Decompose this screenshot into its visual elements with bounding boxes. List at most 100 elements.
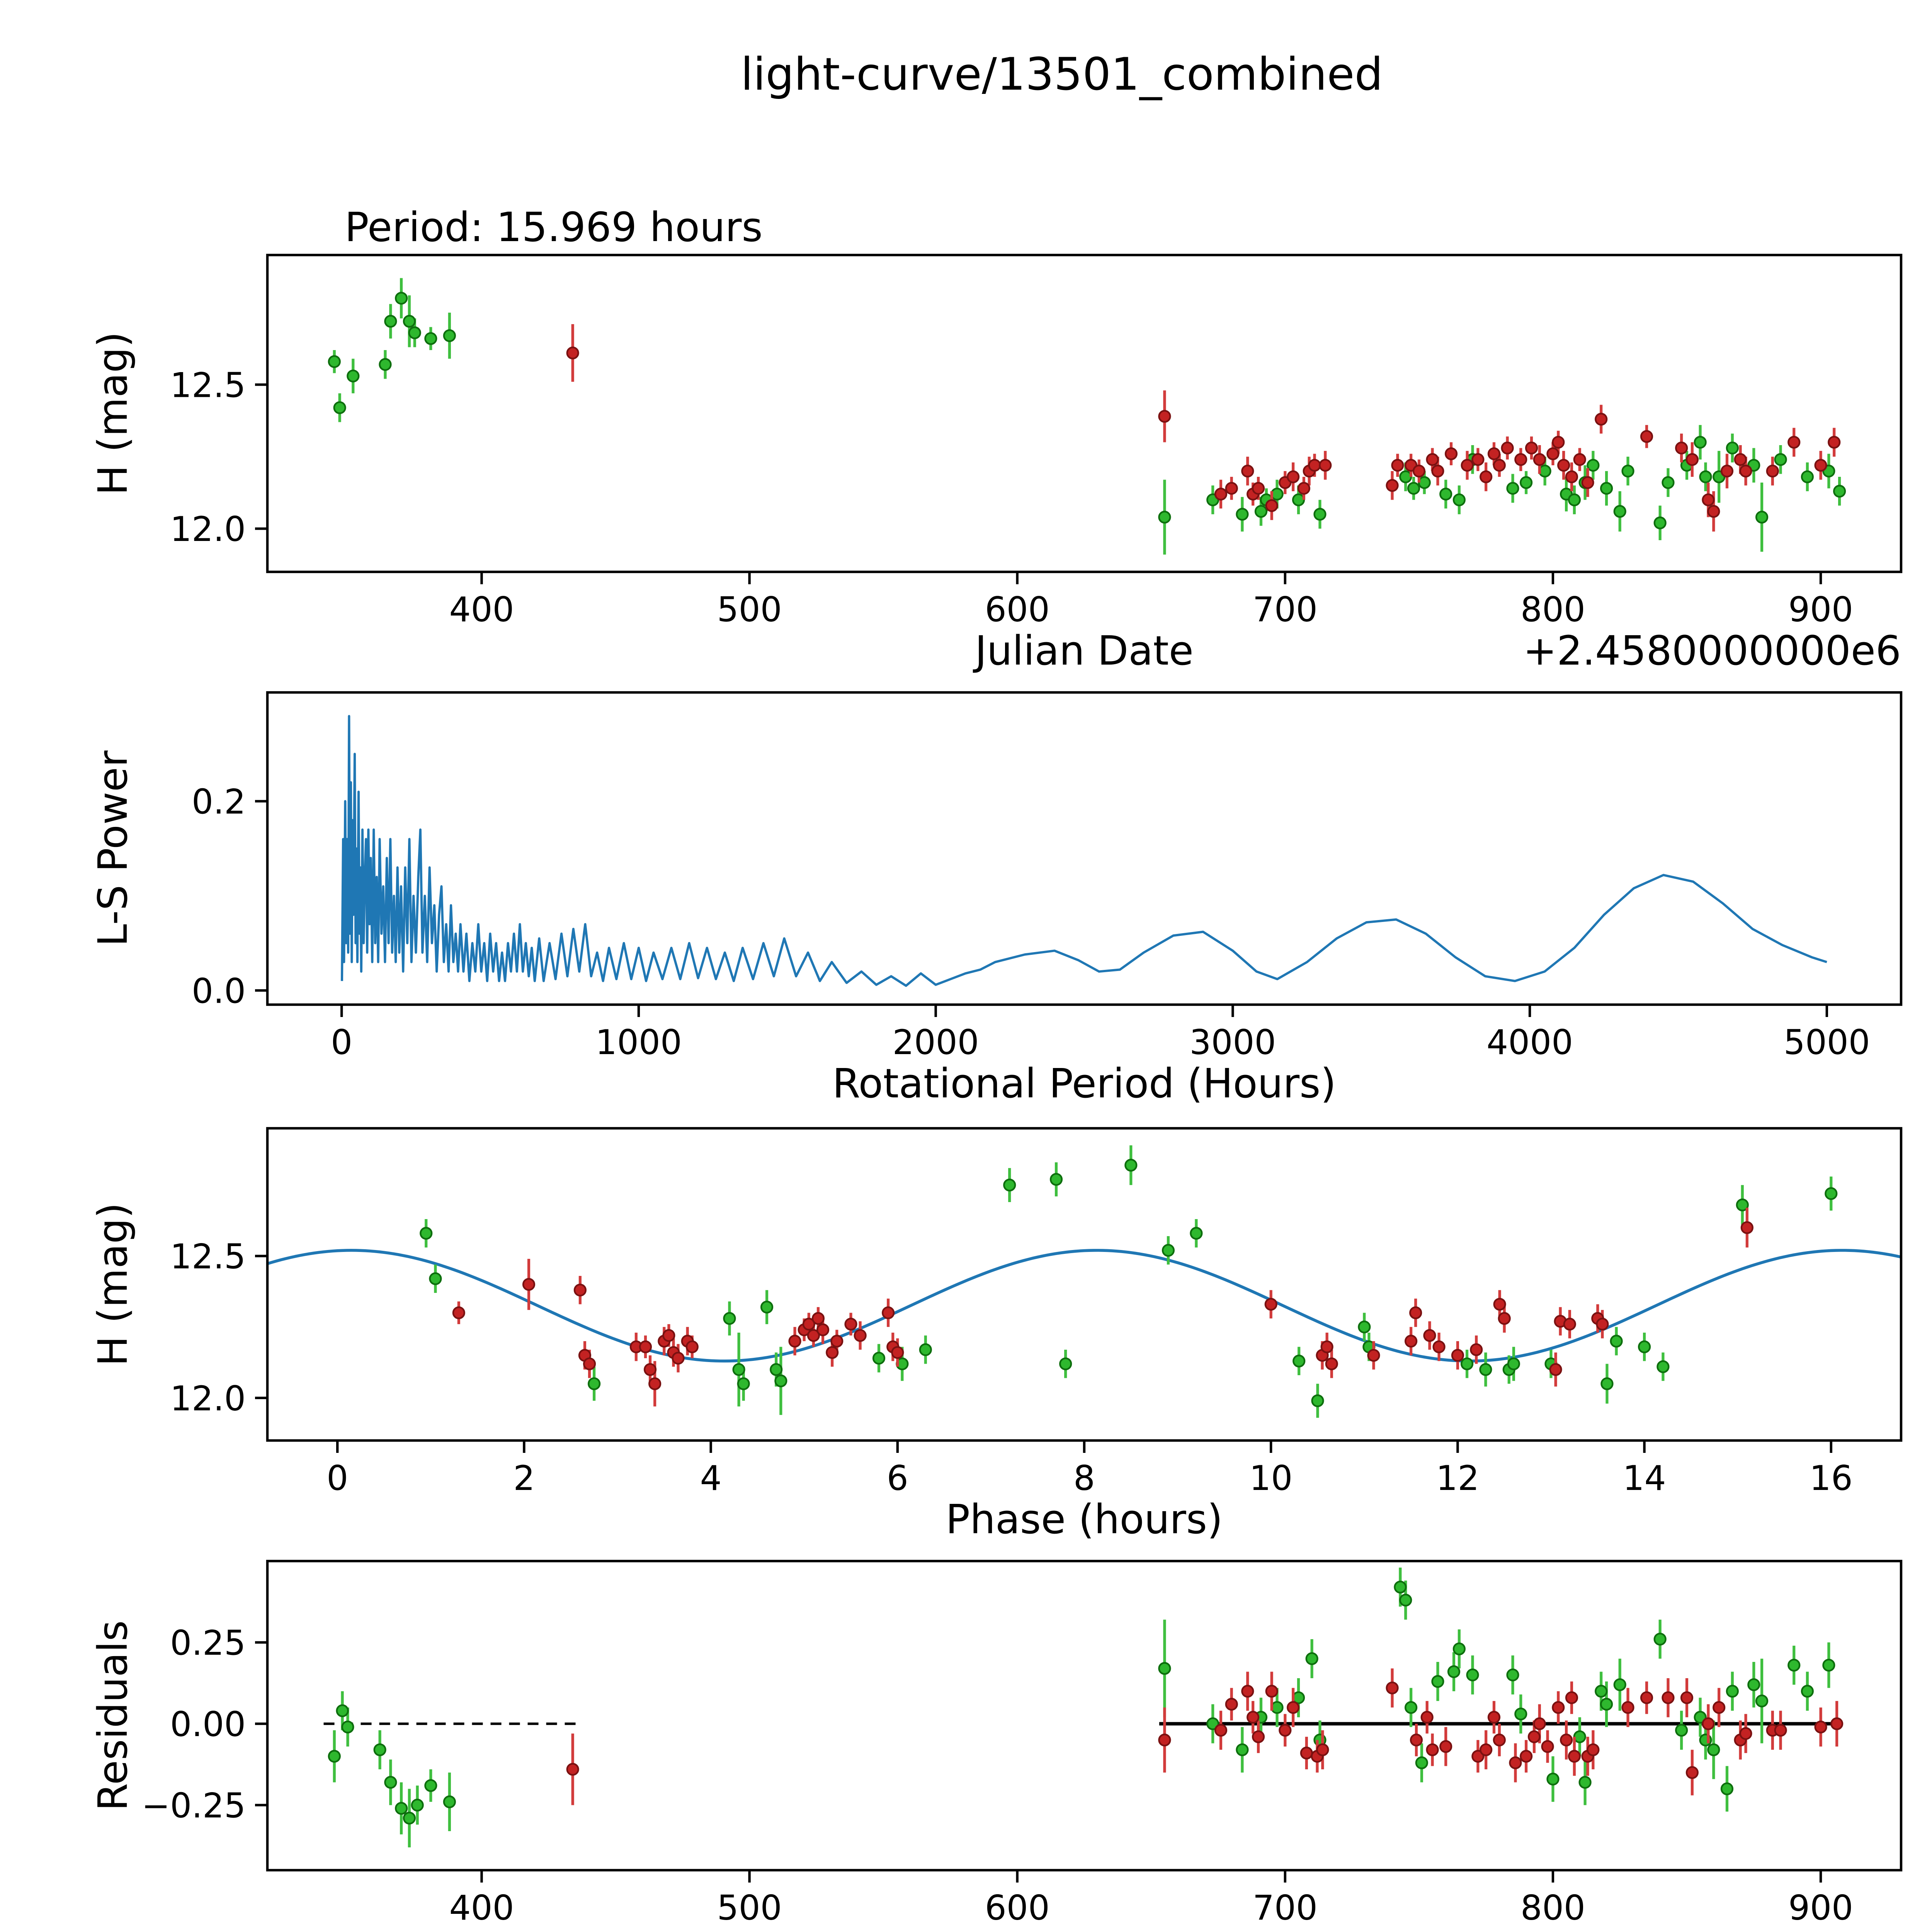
- x-tick-label: 0: [327, 1458, 348, 1498]
- data-point-green: [403, 1811, 416, 1825]
- data-point-green: [424, 1779, 437, 1792]
- data-point-red: [1386, 479, 1399, 492]
- data-point-green: [1418, 476, 1431, 489]
- data-point-red: [1225, 482, 1238, 495]
- data-point-red: [583, 1357, 596, 1371]
- data-point-green: [1573, 1730, 1586, 1743]
- data-point-red: [1740, 1221, 1753, 1234]
- data-point-red: [830, 1335, 844, 1348]
- data-point-green: [1236, 1743, 1249, 1757]
- data-point-red: [1533, 1717, 1546, 1730]
- data-point-green: [1755, 510, 1769, 524]
- x-tick-label: 600: [985, 590, 1050, 629]
- data-point-green: [1162, 1244, 1175, 1257]
- data-point-red: [1320, 1340, 1333, 1354]
- data-point-red: [522, 1278, 536, 1291]
- data-point-green: [1506, 1668, 1519, 1682]
- data-point-green: [1479, 1363, 1492, 1376]
- data-point-green: [1675, 1724, 1688, 1737]
- data-point-red: [1300, 1747, 1313, 1760]
- data-point-green: [770, 1363, 783, 1376]
- x-tick-label: 500: [717, 590, 782, 629]
- axes-frame: [266, 1127, 1903, 1442]
- data-point-green: [587, 1377, 601, 1390]
- data-point-green: [1726, 441, 1739, 455]
- data-point-green: [1313, 508, 1327, 521]
- x-tick-label: 12: [1436, 1458, 1479, 1498]
- data-point-red: [1493, 1298, 1506, 1311]
- data-point-red: [1685, 453, 1699, 466]
- data-point-green: [1653, 516, 1667, 529]
- data-point-red: [1391, 459, 1404, 472]
- x-tick-label: 400: [449, 1888, 514, 1928]
- data-point-green: [1600, 482, 1613, 495]
- data-point-green: [1270, 488, 1284, 501]
- series-red: [566, 324, 1841, 532]
- data-point-red: [1702, 1717, 1715, 1730]
- data-point-red: [854, 1329, 867, 1342]
- data-point-red: [1707, 505, 1720, 518]
- data-point-red: [1279, 1724, 1292, 1737]
- data-point-green: [395, 292, 408, 305]
- data-point-green: [1439, 488, 1452, 501]
- data-point-red: [1814, 1720, 1827, 1734]
- data-point-red: [1412, 464, 1425, 478]
- data-point-green: [1610, 1335, 1623, 1348]
- figure-title: light-curve/13501_combined: [741, 48, 1383, 100]
- data-point-green: [1833, 485, 1846, 498]
- data-point-red: [1541, 1740, 1554, 1753]
- data-point-red: [1621, 1701, 1634, 1714]
- axes-frame: [266, 253, 1903, 573]
- axes-frame: [266, 691, 1903, 1006]
- data-point-red: [1509, 1756, 1522, 1769]
- data-point-red: [811, 1312, 825, 1325]
- data-point-red: [826, 1346, 839, 1359]
- x-tick-label: 0: [331, 1022, 352, 1062]
- data-point-red: [639, 1340, 652, 1354]
- data-point-red: [1520, 1750, 1533, 1763]
- data-point-red: [1713, 1701, 1726, 1714]
- data-point-red: [1563, 1318, 1576, 1331]
- data-point-red: [1830, 1717, 1844, 1730]
- data-point-red: [816, 1323, 830, 1337]
- data-point-green: [443, 329, 456, 342]
- data-point-red: [1247, 1711, 1260, 1724]
- data-point-green: [919, 1343, 932, 1356]
- x-tick-label: 900: [1788, 1888, 1853, 1928]
- data-point-red: [1595, 413, 1608, 426]
- data-point-red: [1287, 1701, 1300, 1714]
- data-point-red: [1325, 1357, 1338, 1371]
- x-tick-label: 8: [1073, 1458, 1095, 1498]
- data-point-green: [395, 1802, 408, 1815]
- data-point-red: [1264, 1298, 1277, 1311]
- y-tick-label: 0.0: [192, 971, 246, 1011]
- data-point-red: [1409, 1306, 1422, 1320]
- data-point-red: [802, 1318, 815, 1331]
- data-point-green: [1059, 1357, 1072, 1371]
- x-tick-label: 6: [887, 1458, 908, 1498]
- data-point-red: [648, 1377, 662, 1390]
- data-point-red: [1214, 488, 1228, 501]
- data-point-green: [420, 1227, 433, 1240]
- data-point-green: [336, 1704, 349, 1717]
- data-point-green: [1787, 1658, 1801, 1672]
- data-point-green: [1447, 1665, 1461, 1678]
- data-point-red: [1640, 1691, 1653, 1704]
- y-axis-label: L-S Power: [89, 750, 136, 946]
- data-point-green: [1305, 1652, 1318, 1665]
- data-point-green: [1452, 493, 1466, 507]
- data-point-green: [429, 1272, 442, 1285]
- data-point-red: [1527, 1730, 1541, 1743]
- data-point-red: [1241, 1685, 1254, 1698]
- data-point-red: [1487, 1711, 1501, 1724]
- data-point-red: [1557, 459, 1570, 472]
- panel-phase-folded: 0 2 4 6 8 10 12 14 16 12.0 12.5 Phase (hours) H (mag…: [89, 1127, 1903, 1543]
- data-point-red: [891, 1346, 904, 1359]
- data-point-red: [1444, 447, 1458, 460]
- period-annotation: Period: 15.969 hours: [345, 204, 763, 251]
- data-point-green: [760, 1301, 774, 1314]
- data-point-green: [872, 1352, 886, 1365]
- data-point-green: [333, 401, 346, 414]
- data-point-green: [328, 1750, 341, 1763]
- data-point-red: [1471, 1750, 1485, 1763]
